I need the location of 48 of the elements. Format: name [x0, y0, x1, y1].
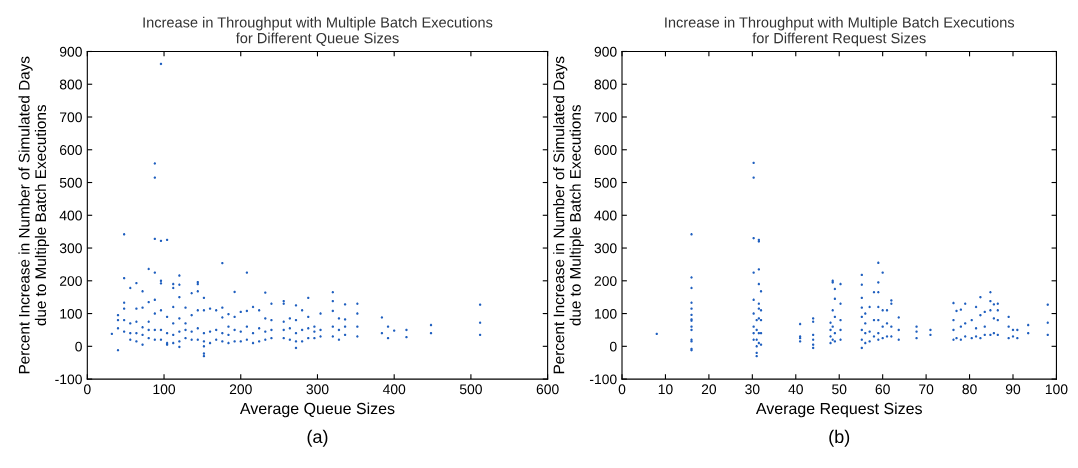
x-tick-label: 40	[788, 384, 803, 395]
chart-title: Increase in Throughput with Multiple Batch Executions for Different Queue Sizes	[143, 16, 493, 46]
y-axis-title: Percent Increase in Number of Simulated Days due to Multiple Batch Executions	[18, 56, 50, 374]
y-tick-label: 200	[594, 276, 617, 286]
x-tick-label: 0	[84, 384, 91, 395]
y-tick-label: 500	[59, 177, 82, 188]
y-tick-label: -100	[55, 374, 82, 385]
y-tick-label: 300	[59, 243, 82, 254]
y-tick-label: 900	[59, 46, 82, 57]
y-tick-label: 800	[594, 79, 617, 90]
y-tick-label: 700	[60, 112, 82, 123]
y-tick-label: 100	[595, 308, 617, 319]
y-tick-label: 0	[75, 341, 82, 352]
x-tick-label: 600	[536, 384, 559, 395]
x-tick-label: 400	[382, 384, 406, 395]
y-tick-label: 300	[594, 243, 617, 254]
x-tick-label: 20	[701, 384, 717, 395]
y-tick-label: 200	[59, 276, 82, 286]
y-tick-label: 400	[594, 210, 617, 221]
x-tick-label: 10	[658, 384, 673, 395]
y-tick-label: 700	[594, 112, 617, 123]
x-tick-label: 200	[229, 384, 252, 395]
x-tick-label: 50	[832, 384, 847, 395]
y-tick-label: 600	[59, 145, 82, 155]
text: (b)	[829, 429, 850, 447]
x-tick-label: 70	[919, 384, 934, 395]
x-axis-title: Average Request Sizes	[755, 402, 922, 418]
y-tick-label: 400	[59, 210, 82, 221]
x-tick-label: 60	[875, 384, 890, 395]
x-tick-label: 80	[962, 384, 977, 395]
text: (a)	[307, 429, 328, 447]
x-axis-title: Average Queue Sizes	[239, 402, 395, 418]
x-tick-label: 500	[459, 384, 482, 395]
chart-title: Increase in Throughput with Multiple Batch Executions for Different Request Sizes	[665, 16, 1015, 47]
x-tick-label: 100	[1045, 384, 1068, 395]
x-tick-label: 90	[1005, 384, 1021, 395]
y-tick-label: 600	[594, 145, 617, 155]
y-tick-label: -100	[589, 374, 617, 385]
y-tick-label: 100	[60, 308, 82, 319]
y-tick-label: 900	[594, 46, 617, 57]
y-axis-title: Percent Increase in Number of Simulated Days due to Multiple Batch Executions	[553, 56, 584, 374]
y-tick-label: 0	[609, 341, 617, 352]
x-tick-label: 0	[618, 384, 626, 395]
x-tick-label: 300	[306, 384, 329, 395]
x-tick-label: 30	[745, 384, 760, 395]
x-tick-label: 100	[153, 384, 176, 395]
y-tick-label: 800	[59, 79, 82, 90]
y-tick-label: 500	[594, 177, 617, 188]
